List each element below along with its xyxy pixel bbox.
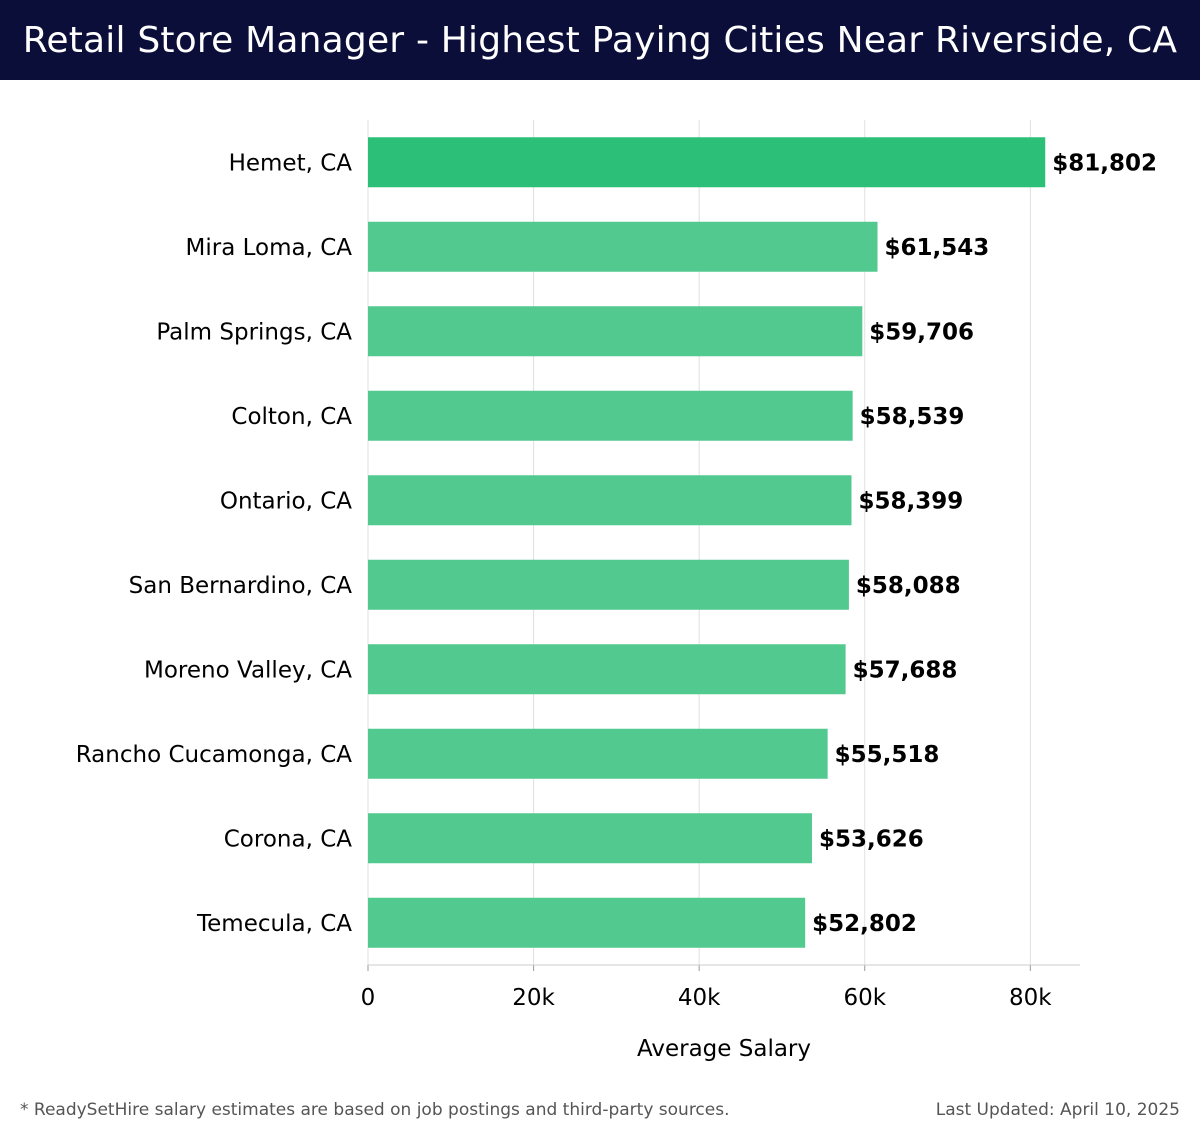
category-label: Moreno Valley, CA xyxy=(144,657,352,683)
last-updated: Last Updated: April 10, 2025 xyxy=(935,1100,1180,1120)
bar xyxy=(368,559,849,610)
bar xyxy=(368,813,812,864)
category-label: San Bernardino, CA xyxy=(129,573,353,599)
footnote: * ReadySetHire salary estimates are base… xyxy=(20,1100,730,1120)
category-label: Ontario, CA xyxy=(220,488,352,514)
page-title: Retail Store Manager - Highest Paying Ci… xyxy=(0,0,1200,80)
x-tick-label: 20k xyxy=(512,985,555,1011)
value-label: $52,802 xyxy=(812,911,917,937)
bar xyxy=(368,644,846,695)
value-label: $59,706 xyxy=(869,319,974,345)
bar xyxy=(368,221,878,272)
bar xyxy=(368,390,853,441)
value-label: $61,543 xyxy=(885,235,990,261)
x-tick-label: 0 xyxy=(361,985,376,1011)
x-axis: 0 20k 40k 60k 80k xyxy=(361,964,1080,1011)
bar xyxy=(368,475,852,526)
bar xyxy=(368,306,863,357)
category-label: Rancho Cucamonga, CA xyxy=(76,742,353,768)
category-label: Temecula, CA xyxy=(196,911,352,937)
value-label: $81,802 xyxy=(1052,150,1157,176)
salary-bar-chart: Hemet, CA $81,802 Mira Loma, CA $61,543 Palm… xyxy=(76,120,1157,1062)
category-label: Corona, CA xyxy=(224,826,353,852)
value-label: $58,399 xyxy=(858,488,963,514)
bar xyxy=(368,137,1046,188)
category-label: Palm Springs, CA xyxy=(156,319,352,345)
value-label: $58,539 xyxy=(860,404,965,430)
bar xyxy=(368,897,806,948)
value-label: $57,688 xyxy=(853,657,958,683)
bars: Hemet, CA $81,802 Mira Loma, CA $61,543 Palm… xyxy=(76,137,1157,948)
category-label: Mira Loma, CA xyxy=(186,235,353,261)
x-tick-label: 80k xyxy=(1009,985,1052,1011)
category-label: Colton, CA xyxy=(231,404,352,430)
x-tick-label: 60k xyxy=(843,985,886,1011)
value-label: $58,088 xyxy=(856,573,961,599)
value-label: $55,518 xyxy=(835,742,940,768)
category-label: Hemet, CA xyxy=(229,150,353,176)
x-axis-label: Average Salary xyxy=(637,1036,811,1062)
value-label: $53,626 xyxy=(819,826,924,852)
bar xyxy=(368,728,828,779)
x-tick-label: 40k xyxy=(678,985,721,1011)
